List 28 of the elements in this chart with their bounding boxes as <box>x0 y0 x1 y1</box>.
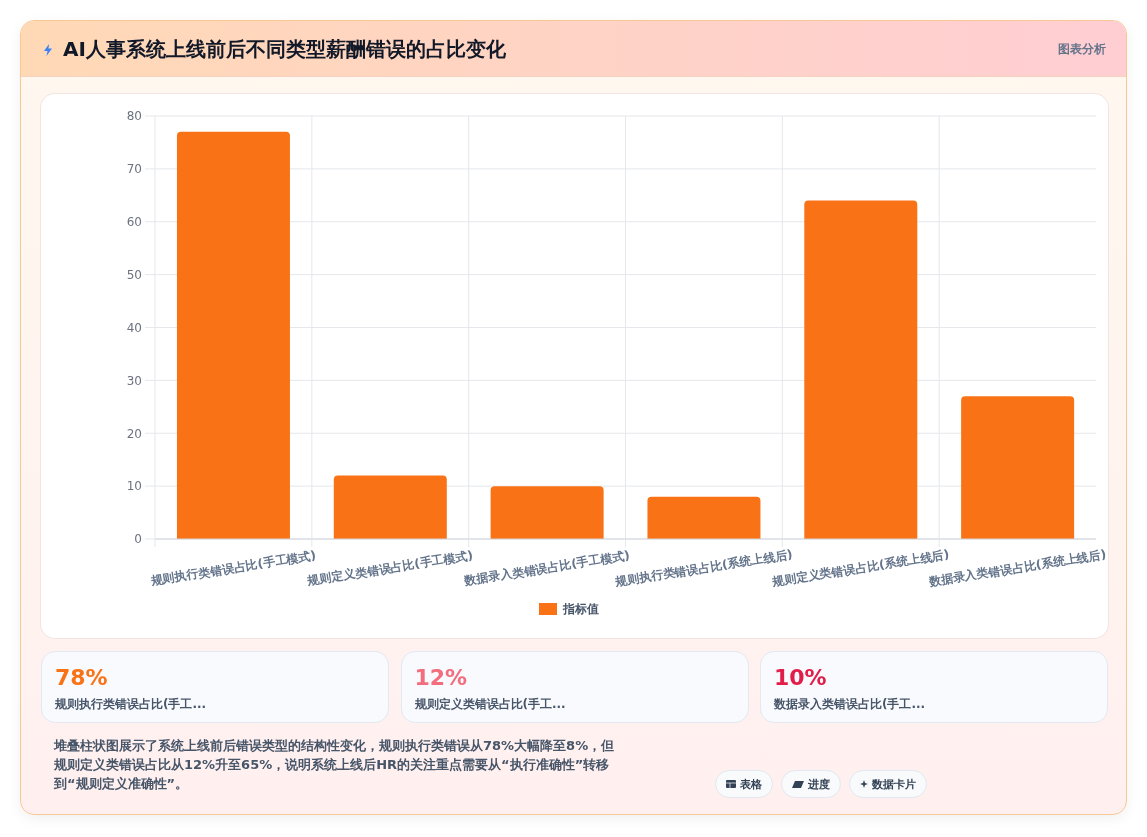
y-tick-label: 10 <box>126 479 142 494</box>
y-tick-label: 30 <box>126 373 142 388</box>
text: 图表分析 <box>1058 42 1106 56</box>
text: 78% <box>55 665 108 690</box>
bar <box>961 396 1075 539</box>
legend-label: 指标值 <box>562 600 599 618</box>
y-tick-label: 60 <box>126 215 142 230</box>
y-tick-label: 70 <box>126 162 142 177</box>
text: 规则执行类错误占比(手工... <box>55 697 207 711</box>
bar <box>490 486 604 539</box>
text: 堆叠柱状图展示了系统上线前后错误类型的结构性变化，规则执行类错误从78%大幅降至8%，但规则定义类错误占比从12%升至65%，说明系统上线后HR的关注重点需要从“执行准确性”转移到“规则定义准确性”。 <box>54 738 615 791</box>
bar <box>804 200 918 539</box>
y-tick-label: 50 <box>126 267 142 282</box>
text: 数据录入类错误占比(手工... <box>774 697 926 711</box>
bar <box>176 131 290 539</box>
bar <box>647 496 761 539</box>
y-tick-label: 40 <box>126 320 142 335</box>
text: 规则定义类错误占比(手工... <box>414 697 566 711</box>
text: 12% <box>414 665 468 690</box>
text: 进度 <box>808 776 830 792</box>
text: 10% <box>774 665 827 690</box>
y-tick-label: 0 <box>134 532 142 547</box>
bar <box>333 475 447 539</box>
y-tick-label: 80 <box>126 109 142 124</box>
text: 表格 <box>740 776 762 792</box>
text: 数据卡片 <box>872 776 916 792</box>
chart-title: AI人事系统上线前后不同类型薪酬错误的占比变化 <box>63 37 506 61</box>
y-tick-label: 20 <box>126 426 142 441</box>
